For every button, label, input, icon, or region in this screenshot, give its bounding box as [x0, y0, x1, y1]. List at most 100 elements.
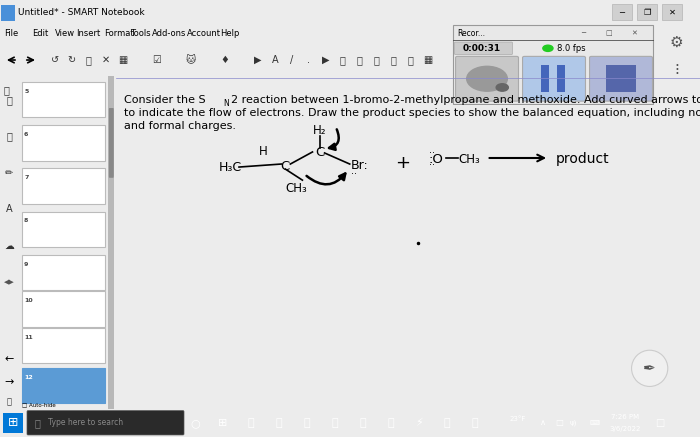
FancyBboxPatch shape: [1, 5, 15, 21]
FancyBboxPatch shape: [22, 255, 105, 290]
Text: ▦: ▦: [423, 55, 432, 65]
FancyBboxPatch shape: [612, 4, 632, 20]
Text: 💾: 💾: [40, 86, 46, 96]
Text: 11: 11: [24, 335, 33, 340]
Text: ❐: ❐: [643, 7, 651, 17]
Circle shape: [467, 66, 508, 91]
Text: C: C: [315, 146, 324, 160]
Text: 10: 10: [24, 298, 33, 303]
Text: Account: Account: [187, 29, 221, 38]
Text: ◀▶: ◀▶: [4, 279, 15, 285]
Text: 📁: 📁: [276, 418, 282, 428]
Circle shape: [542, 45, 553, 52]
FancyBboxPatch shape: [22, 368, 105, 403]
Text: 📋: 📋: [6, 398, 12, 406]
Text: to indicate the flow of electrons. Draw the product species to show the balanced: to indicate the flow of electrons. Draw …: [125, 108, 700, 118]
Text: ▶: ▶: [322, 55, 330, 65]
Text: ⌨: ⌨: [590, 420, 600, 426]
Text: 9: 9: [24, 262, 29, 267]
Text: ⊞: ⊞: [8, 416, 18, 429]
Text: ↻: ↻: [68, 55, 76, 65]
FancyBboxPatch shape: [662, 4, 682, 20]
Text: 🌐: 🌐: [304, 418, 310, 428]
Text: C: C: [281, 160, 290, 173]
Text: 23°F: 23°F: [510, 416, 526, 422]
Text: +: +: [395, 154, 411, 172]
Text: □: □: [555, 418, 563, 427]
Text: Help: Help: [220, 29, 239, 38]
FancyBboxPatch shape: [456, 56, 519, 101]
Text: 12: 12: [24, 375, 33, 380]
Text: /: /: [290, 55, 294, 65]
FancyBboxPatch shape: [454, 42, 512, 55]
Text: ☁: ☁: [4, 241, 14, 251]
FancyBboxPatch shape: [22, 212, 105, 247]
FancyBboxPatch shape: [22, 291, 105, 326]
FancyArrowPatch shape: [307, 173, 345, 184]
Text: 📷: 📷: [360, 418, 366, 428]
Text: 🔍: 🔍: [35, 418, 41, 428]
Text: 〰: 〰: [374, 55, 379, 65]
Text: 2 reaction between 1‐bromo‐2‐methylpropane and methoxide. Add curved arrows to t: 2 reaction between 1‐bromo‐2‐methylpropa…: [231, 95, 700, 104]
Text: 7:26 PM: 7:26 PM: [611, 414, 639, 420]
Text: 5: 5: [24, 89, 29, 94]
Text: and formal charges.: and formal charges.: [125, 121, 237, 131]
Text: ☑: ☑: [152, 55, 161, 65]
Text: CH₃: CH₃: [458, 153, 480, 166]
Text: 〰: 〰: [357, 55, 363, 65]
Text: □: □: [58, 86, 67, 96]
Text: ⁝: ⁝: [674, 63, 679, 78]
FancyBboxPatch shape: [22, 169, 105, 204]
Text: ✒: ✒: [643, 361, 656, 376]
Text: Type here to search: Type here to search: [48, 418, 123, 427]
Text: 🎮: 🎮: [388, 418, 394, 428]
Text: □ Auto-hide: □ Auto-hide: [22, 402, 56, 408]
Text: A: A: [272, 55, 279, 65]
Text: H: H: [259, 146, 267, 159]
Text: N: N: [223, 99, 229, 108]
FancyBboxPatch shape: [522, 56, 585, 101]
Text: 📄: 📄: [4, 86, 10, 96]
Text: product: product: [556, 152, 610, 166]
Text: H₂: H₂: [313, 124, 326, 137]
Text: 🖼: 🖼: [6, 131, 12, 141]
Text: ✕: ✕: [668, 7, 676, 17]
Text: H₃C: H₃C: [219, 160, 242, 173]
Text: 3/6/2022: 3/6/2022: [609, 426, 640, 432]
Text: ∧: ∧: [540, 418, 546, 427]
Text: ✏: ✏: [5, 168, 13, 178]
Text: ←: ←: [4, 354, 14, 364]
FancyBboxPatch shape: [22, 125, 105, 160]
FancyBboxPatch shape: [557, 65, 565, 93]
FancyBboxPatch shape: [606, 65, 636, 93]
Circle shape: [496, 84, 508, 91]
FancyBboxPatch shape: [637, 4, 657, 20]
Text: Tools: Tools: [130, 29, 150, 38]
Text: 〰: 〰: [340, 55, 346, 65]
Text: Edit: Edit: [32, 29, 48, 38]
Text: 🐱: 🐱: [186, 55, 195, 65]
Text: ✕: ✕: [102, 55, 110, 65]
Text: ─: ─: [620, 7, 624, 17]
Text: ↺: ↺: [51, 55, 59, 65]
Text: ▦: ▦: [118, 55, 127, 65]
Text: Add-ons: Add-ons: [152, 29, 186, 38]
Text: 8: 8: [24, 218, 29, 223]
Text: ··: ··: [429, 148, 435, 158]
Text: 📄: 📄: [6, 95, 12, 105]
Circle shape: [631, 350, 668, 386]
Text: ··: ··: [351, 169, 357, 179]
Text: File: File: [4, 29, 18, 38]
Text: Br:: Br:: [351, 159, 368, 172]
Text: ··: ··: [429, 160, 435, 170]
Text: ⚡: ⚡: [415, 418, 423, 428]
Text: □: □: [655, 418, 664, 428]
FancyBboxPatch shape: [452, 24, 654, 104]
Text: ○: ○: [190, 418, 200, 428]
Text: Insert: Insert: [76, 29, 100, 38]
Text: ⊞: ⊞: [218, 418, 228, 428]
Text: →: →: [4, 377, 14, 387]
Text: 0:00:31: 0:00:31: [463, 44, 501, 53]
Text: CH₃: CH₃: [286, 182, 307, 195]
FancyBboxPatch shape: [22, 82, 105, 117]
